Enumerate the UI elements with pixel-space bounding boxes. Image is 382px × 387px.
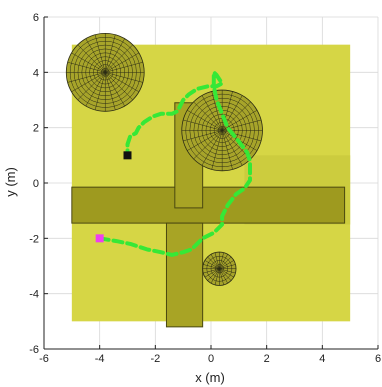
obstacle-mesh-spoke xyxy=(221,91,233,131)
obstacle-mesh-spoke xyxy=(183,130,223,142)
y-axis-label: y (m) xyxy=(3,167,18,197)
markers xyxy=(95,151,132,243)
obstacle-mesh-spoke xyxy=(222,110,258,131)
obstacle-mesh-spoke xyxy=(67,62,106,73)
trajectory-line xyxy=(97,70,252,257)
obstacle-mesh-spoke xyxy=(211,91,223,131)
x-tick-label: -6 xyxy=(39,353,49,365)
obstacle-mesh-spoke xyxy=(214,252,220,269)
obstacle-mesh-spoke xyxy=(94,34,106,73)
obstacle-mesh-spoke xyxy=(219,254,228,269)
walls xyxy=(71,102,346,328)
obstacle-mesh-spoke xyxy=(219,268,232,281)
obstacle-mesh-spoke xyxy=(219,256,232,269)
wall-block xyxy=(165,222,204,328)
obstacle-mesh-spoke xyxy=(71,52,106,73)
x-tick-label: -4 xyxy=(95,353,105,365)
obstacle-mesh-spoke xyxy=(201,95,223,131)
goal-marker xyxy=(123,151,132,160)
y-tick-label: 4 xyxy=(33,67,39,79)
obstacle-mesh-spoke xyxy=(207,256,220,269)
obstacle-mesh-spoke xyxy=(219,268,224,285)
obstacle-mesh-spoke xyxy=(214,268,220,285)
obstacle-mesh-spoke xyxy=(219,268,228,284)
obstacle-mesh-spoke xyxy=(85,72,106,107)
obstacle-mesh-spoke xyxy=(105,44,133,73)
wall-block xyxy=(71,186,346,224)
obstacle-mesh-spoke xyxy=(193,130,223,160)
axes: -6 -4 -2 0 2 4 6 -6 -4 -2 0 2 4 6 xyxy=(29,12,381,365)
obstacle-mesh-spoke xyxy=(105,72,133,101)
obstacle-mesh-spoke xyxy=(183,119,223,131)
obstacle-mesh-spoke xyxy=(210,254,220,269)
x-tick-label: 0 xyxy=(208,353,214,365)
obstacle-mesh-spoke xyxy=(219,268,234,278)
obstacle-mesh-spoke xyxy=(105,72,125,107)
obstacle-mesh-spoke xyxy=(219,252,224,269)
obstacle-mesh-spoke xyxy=(211,130,223,170)
obstacle-mesh-spoke xyxy=(71,72,106,93)
trajectory xyxy=(97,70,252,257)
obstacle-mesh-spoke xyxy=(105,62,143,73)
obstacle-mesh-spoke xyxy=(94,72,106,111)
x-tick-label: 2 xyxy=(264,353,270,365)
obstacle-mesh-spoke xyxy=(193,101,223,131)
spherical-obstacle xyxy=(202,251,237,286)
obstacle-mesh-spoke xyxy=(203,268,220,274)
obstacle-mesh-spoke xyxy=(203,264,220,270)
y-tick-label: 6 xyxy=(33,12,39,24)
obstacle-mesh-spoke xyxy=(187,110,223,131)
obstacle-mesh-spoke xyxy=(219,260,234,269)
obstacle-mesh-spoke xyxy=(105,52,140,73)
start-marker xyxy=(95,234,104,243)
obstacle-mesh-spoke xyxy=(204,260,220,269)
obstacle-mesh-spoke xyxy=(201,130,223,166)
obstacle-mesh-spoke xyxy=(221,130,233,170)
y-tick-label: 2 xyxy=(33,123,39,135)
y-tick-label: 0 xyxy=(33,178,39,190)
obstacle-mesh-spoke xyxy=(204,268,220,278)
x-tick-label: -2 xyxy=(150,353,160,365)
obstacle-mesh-spoke xyxy=(219,268,236,274)
x-axis-label: x (m) xyxy=(195,370,225,385)
obstacle-mesh-spoke xyxy=(85,38,106,73)
obstacle-mesh-spoke xyxy=(221,130,243,166)
x-tick-label: 6 xyxy=(375,353,381,365)
spherical-obstacle xyxy=(65,32,145,112)
y-tick-label: -6 xyxy=(29,344,39,356)
obstacle-mesh-spoke xyxy=(210,268,220,284)
obstacle-mesh-spoke xyxy=(105,72,140,93)
obstacle-mesh-spoke xyxy=(105,72,143,83)
obstacle-mesh-spoke xyxy=(187,130,223,151)
y-tick-label: -4 xyxy=(29,289,39,301)
obstacle-mesh-spoke xyxy=(222,130,262,142)
obstacle-mesh-spoke xyxy=(104,72,116,111)
obstacle-mesh-spoke xyxy=(219,264,236,270)
x-tick-label: 4 xyxy=(319,353,325,365)
obstacle-mesh-spoke xyxy=(207,268,220,281)
y-tick-label: -2 xyxy=(29,233,39,245)
obstacles xyxy=(65,32,263,286)
obstacle-mesh-spoke xyxy=(105,38,125,73)
obstacle-mesh-spoke xyxy=(67,72,106,83)
spherical-obstacle xyxy=(181,89,263,172)
obstacle-mesh-spoke xyxy=(77,44,106,73)
obstacle-mesh-spoke xyxy=(104,34,116,73)
obstacle-mesh-spoke xyxy=(77,72,106,101)
